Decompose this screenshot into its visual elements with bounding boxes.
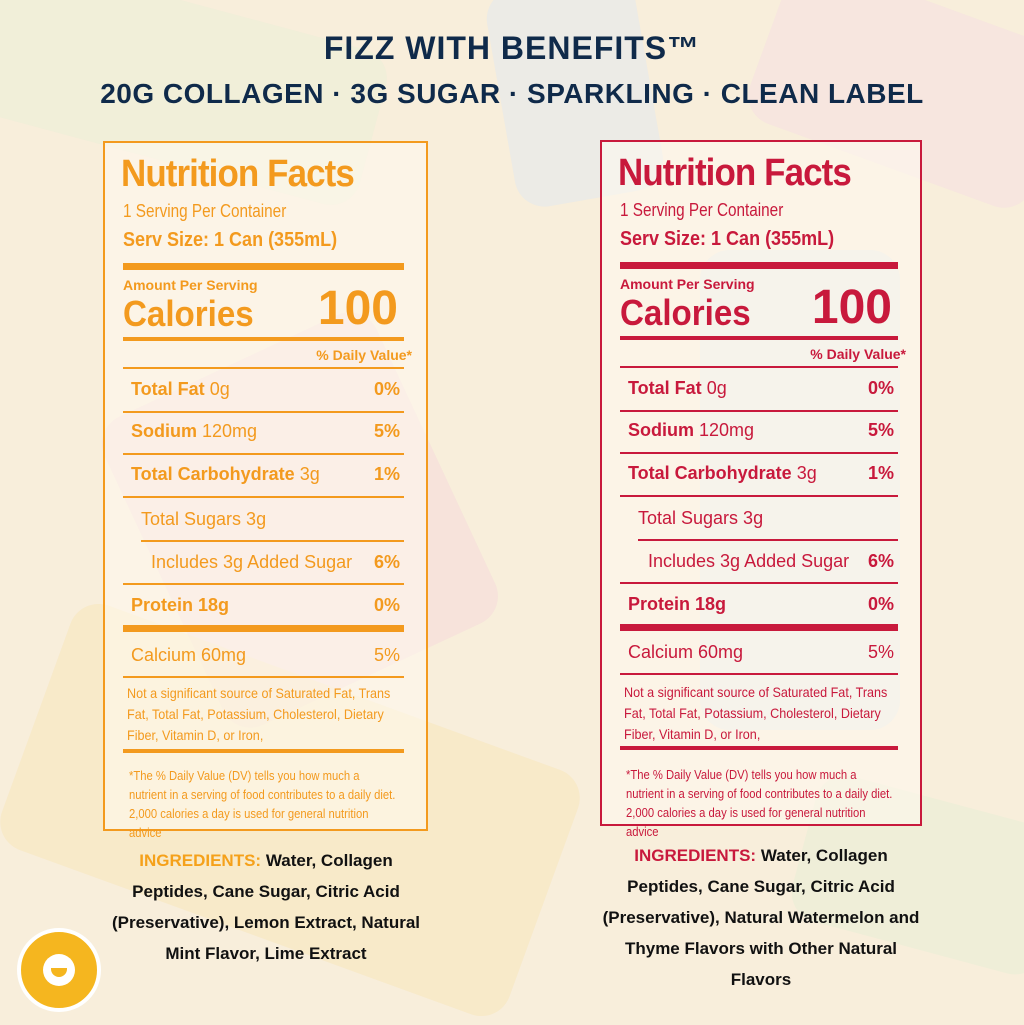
ingredients-text: Water, Collagen Peptides, Cane Sugar, Ci…	[602, 846, 920, 989]
nutrition-label-watermelon-thyme: Nutrition Facts 1 Serving Per Container …	[600, 140, 922, 839]
divider	[620, 452, 898, 454]
divider	[638, 539, 898, 541]
row-sodium: Sodium 120mg 5%	[628, 420, 894, 441]
divider	[620, 262, 898, 269]
servings-per-container: 1 Serving Per Container	[620, 200, 784, 220]
nutrient-name: Total Carbohydrate	[131, 464, 295, 484]
ingredients-watermelon-thyme: INGREDIENTS: Water, Collagen Peptides, C…	[600, 840, 922, 995]
ingredients-lemon-mint: INGREDIENTS: Water, Collagen Peptides, C…	[105, 845, 427, 969]
calories-value: 100	[811, 281, 892, 334]
calories-label: Calories	[620, 292, 751, 333]
nutrient-amount: 3g	[299, 464, 320, 484]
row-protein: Protein 18g 0%	[131, 595, 400, 616]
ingredients-label: INGREDIENTS:	[139, 851, 262, 870]
nutrient-percent: 5%	[867, 420, 894, 440]
nutrient-amount: 3g	[796, 463, 817, 483]
divider	[123, 625, 404, 632]
divider	[620, 746, 898, 750]
not-significant-note: Not a significant source of Saturated Fa…	[624, 684, 888, 742]
calories-value: 100	[317, 282, 398, 335]
daily-value-footnote: *The % Daily Value (DV) tells you how mu…	[129, 769, 396, 840]
nutrient-percent: 0%	[373, 595, 400, 615]
divider	[620, 495, 898, 497]
nutrition-heading: Nutrition Facts	[618, 152, 852, 194]
divider	[123, 337, 404, 341]
divider	[123, 749, 404, 753]
row-total-carbohydrate: Total Carbohydrate 3g 1%	[131, 464, 400, 485]
page-title: FIZZ WITH BENEFITS™	[323, 30, 701, 66]
serving-size: Serv Size: 1 Can (355mL)	[620, 228, 835, 250]
row-protein: Protein 18g 0%	[628, 594, 894, 615]
daily-value-header: % Daily Value*	[316, 347, 412, 363]
row-added-sugar: Includes 3g Added Sugar 6%	[151, 552, 400, 573]
divider	[123, 496, 404, 498]
nutrient-name: Protein 18g	[131, 595, 230, 615]
nutrient-name: Protein 18g	[628, 594, 727, 614]
nutrient-name: Sodium	[628, 420, 694, 440]
nutrient-amount: 0g	[706, 378, 727, 398]
row-calcium: Calcium 60mg 5%	[131, 645, 400, 666]
divider	[123, 367, 404, 369]
nutrient-percent: 6%	[373, 552, 400, 572]
daily-value-header: % Daily Value*	[810, 346, 906, 362]
nutrient-percent: 1%	[867, 463, 894, 483]
nutrient-percent: 5%	[867, 642, 894, 662]
divider	[620, 410, 898, 412]
nutrient-percent: 0%	[373, 379, 400, 399]
nutrient-amount: Includes 3g Added Sugar	[648, 551, 850, 571]
amount-per-serving: Amount Per Serving	[620, 276, 755, 292]
daily-value-footnote: *The % Daily Value (DV) tells you how mu…	[626, 768, 893, 839]
divider	[620, 624, 898, 631]
smile-icon	[43, 954, 75, 986]
row-total-sugars: Total Sugars 3g	[638, 508, 894, 529]
amount-per-serving: Amount Per Serving	[123, 277, 258, 293]
ingredients-label: INGREDIENTS:	[634, 846, 757, 865]
row-sodium: Sodium 120mg 5%	[131, 421, 400, 442]
not-significant-note: Not a significant source of Saturated Fa…	[127, 685, 391, 743]
servings-per-container: 1 Serving Per Container	[123, 201, 287, 221]
nutrition-heading: Nutrition Facts	[121, 153, 355, 195]
nutrient-amount: 120mg	[699, 420, 755, 440]
divider	[123, 411, 404, 413]
divider	[123, 583, 404, 585]
nutrient-name: Total Fat	[131, 379, 205, 399]
divider	[141, 540, 404, 542]
ingredients-text: Water, Collagen Peptides, Cane Sugar, Ci…	[111, 851, 420, 963]
row-calcium: Calcium 60mg 5%	[628, 642, 894, 663]
divider	[620, 673, 898, 675]
divider	[123, 263, 404, 270]
nutrient-name: Total Carbohydrate	[628, 463, 792, 483]
calories-label: Calories	[123, 293, 254, 334]
nutrient-percent: 5%	[373, 421, 400, 441]
nutrient-amount: Calcium 60mg	[131, 645, 247, 665]
nutrient-percent: 0%	[867, 378, 894, 398]
nutrient-percent: 5%	[373, 645, 400, 665]
row-added-sugar: Includes 3g Added Sugar 6%	[648, 551, 894, 572]
nutrition-label-lemon-mint: Nutrition Facts 1 Serving Per Container …	[103, 141, 428, 840]
row-total-fat: Total Fat 0g 0%	[628, 378, 894, 399]
nutrient-amount: Total Sugars 3g	[638, 508, 764, 528]
divider	[620, 366, 898, 368]
divider	[620, 336, 898, 340]
brand-logo	[17, 928, 101, 1012]
page-subtitle: 20G COLLAGEN · 3G SUGAR · SPARKLING · CL…	[100, 78, 924, 109]
nutrient-name: Total Fat	[628, 378, 702, 398]
divider	[123, 676, 404, 678]
row-total-fat: Total Fat 0g 0%	[131, 379, 400, 400]
nutrient-amount: 120mg	[202, 421, 258, 441]
nutrient-percent: 1%	[373, 464, 400, 484]
nutrient-amount: Calcium 60mg	[628, 642, 744, 662]
serving-size: Serv Size: 1 Can (355mL)	[123, 229, 338, 251]
row-total-sugars: Total Sugars 3g	[141, 509, 400, 530]
divider	[620, 582, 898, 584]
divider	[123, 453, 404, 455]
nutrient-amount: Includes 3g Added Sugar	[151, 552, 353, 572]
nutrient-amount: 0g	[209, 379, 230, 399]
row-total-carbohydrate: Total Carbohydrate 3g 1%	[628, 463, 894, 484]
nutrient-percent: 0%	[867, 594, 894, 614]
nutrient-amount: Total Sugars 3g	[141, 509, 267, 529]
nutrient-name: Sodium	[131, 421, 197, 441]
nutrient-percent: 6%	[867, 551, 894, 571]
